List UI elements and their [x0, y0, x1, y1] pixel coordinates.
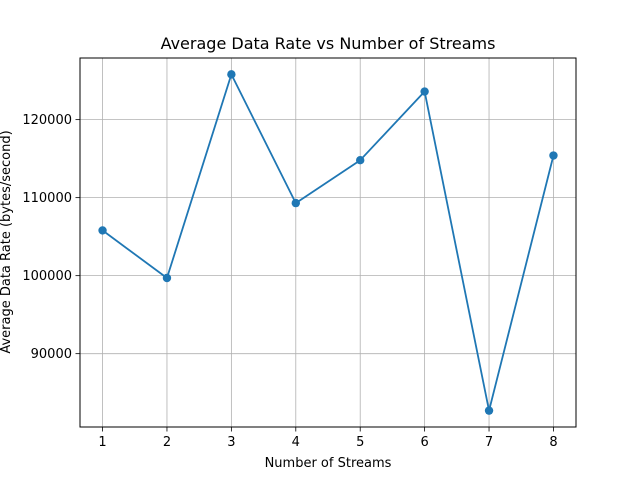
x-axis-label: Number of Streams: [265, 456, 392, 471]
y-axis-ticks: 90000 100000 110000 120000: [22, 113, 80, 362]
data-point: [98, 226, 107, 235]
y-tick-label: 120000: [22, 113, 72, 128]
x-tick-label: 6: [420, 435, 428, 450]
x-tick-label: 8: [549, 435, 557, 450]
x-tick-label: 3: [227, 435, 235, 450]
y-tick-label: 90000: [31, 347, 72, 362]
x-tick-label: 4: [292, 435, 300, 450]
series-line-group: [98, 70, 558, 415]
chart-title: Average Data Rate vs Number of Streams: [161, 34, 496, 53]
x-tick-label: 7: [485, 435, 493, 450]
data-point: [549, 151, 558, 160]
data-point: [291, 198, 300, 208]
data-point: [484, 406, 494, 415]
series-line: [102, 73, 555, 412]
grid-lines: [80, 58, 576, 427]
y-tick-label: 100000: [22, 269, 72, 284]
data-point: [420, 87, 429, 96]
data-point: [227, 70, 236, 79]
plot-frame: [79, 57, 577, 428]
data-point: [162, 273, 172, 283]
y-axis-label: Average Data Rate (bytes/second): [0, 130, 14, 353]
y-tick-label: 110000: [22, 191, 72, 206]
x-tick-label: 1: [98, 435, 106, 450]
x-tick-label: 2: [163, 435, 171, 450]
x-tick-label: 5: [356, 435, 364, 450]
data-point: [356, 155, 365, 165]
x-axis-ticks: 1 2 3 4 5 6 7 8: [98, 427, 558, 450]
